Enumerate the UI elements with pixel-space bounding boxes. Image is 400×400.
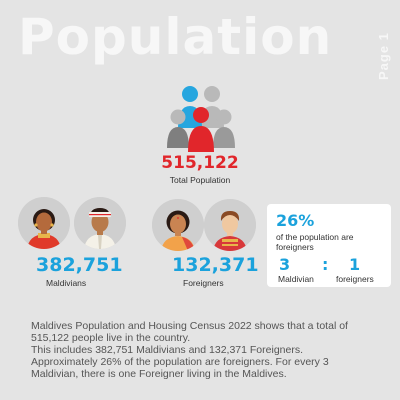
description-line: This includes 382,751 Maldivians and 132… xyxy=(31,344,304,356)
census-description: Maldives Population and Housing Census 2… xyxy=(31,320,381,380)
description-line: Approximately 26% of the population are … xyxy=(31,356,329,368)
ratio-left-label: Maldivian xyxy=(278,274,314,284)
description-line: Maldives Population and Housing Census 2… xyxy=(31,320,348,332)
total-population-value: 515,122 xyxy=(161,153,239,173)
foreigners-label: Foreigners xyxy=(183,278,224,288)
foreigners-value: 132,371 xyxy=(172,254,259,276)
maldivian-woman-avatar xyxy=(18,197,70,249)
total-population-label: Total Population xyxy=(169,175,231,185)
foreign-woman-avatar xyxy=(152,199,204,251)
ratio-colon: : xyxy=(322,255,329,274)
description-line: 515,122 people live in the country. xyxy=(31,332,191,344)
maldivian-man-avatar xyxy=(74,197,126,249)
maldivians-label: Maldivians xyxy=(46,278,87,288)
foreign-man-avatar xyxy=(204,199,256,251)
page-number-tag: Page 1 xyxy=(376,32,391,80)
ratio-left-number: 3 xyxy=(279,255,291,274)
page-title: Population xyxy=(18,8,333,66)
foreigner-percent: 26% xyxy=(276,211,315,230)
ratio-card: 26% of the population are foreigners 3 :… xyxy=(267,204,391,287)
maldivians-value: 382,751 xyxy=(36,254,123,276)
ratio-right-label: foreigners xyxy=(336,274,374,284)
ratio-right-number: 1 xyxy=(349,255,361,274)
people-group-icon xyxy=(166,84,238,154)
foreigner-percent-text: of the population are foreigners xyxy=(276,232,354,252)
description-line: Maldivian, there is one Foreigner living… xyxy=(31,368,287,380)
